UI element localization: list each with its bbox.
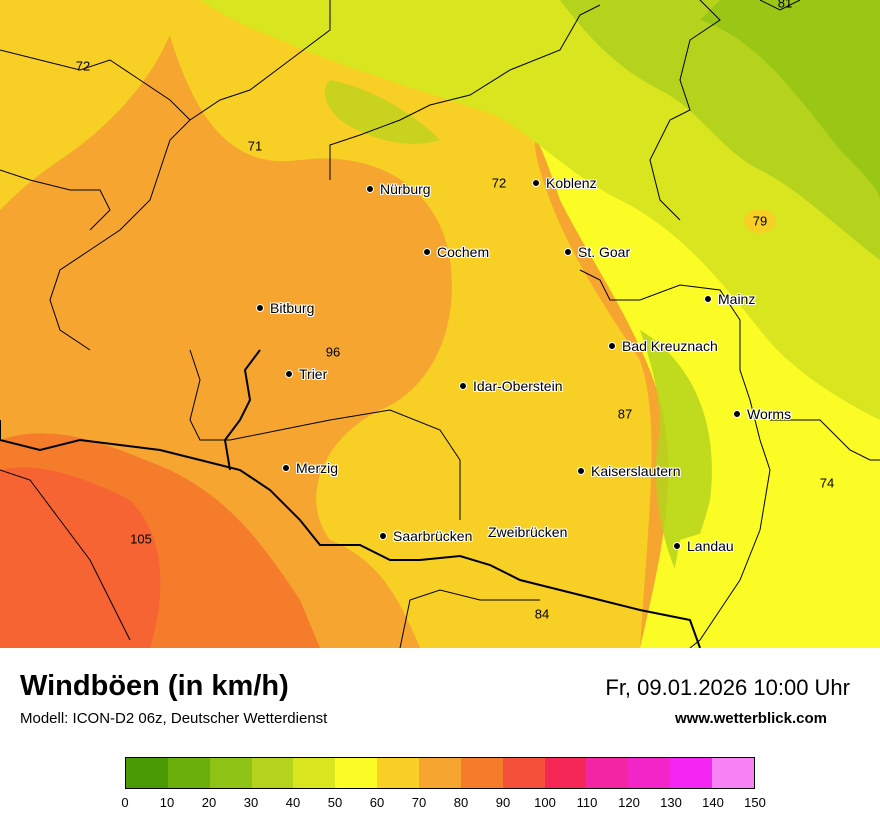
city-marker: Mainz: [704, 291, 755, 307]
value-label: 72: [491, 175, 507, 191]
city-dot-icon: [733, 410, 741, 418]
map-fields: [0, 0, 880, 648]
city-label: Kaiserslautern: [591, 463, 681, 479]
legend-tick-label: 40: [285, 795, 301, 810]
city-dot-icon: [459, 382, 467, 390]
map-title: Windböen (in km/h): [20, 670, 289, 702]
value-label: 105: [130, 531, 152, 547]
city-label: Landau: [687, 538, 734, 554]
city-label: Nürburg: [380, 181, 431, 197]
legend-swatch: [293, 758, 336, 788]
legend-tick-label: 90: [495, 795, 511, 810]
city-dot-icon: [577, 467, 585, 475]
legend-tick-label: 110: [576, 795, 598, 810]
city-label: Mainz: [718, 291, 756, 307]
legend-swatch: [126, 758, 168, 788]
city-dot-icon: [608, 342, 616, 350]
legend-tick-label: 60: [369, 795, 385, 810]
city-dot-icon: [673, 542, 681, 550]
website-label: www.wetterblick.com: [675, 710, 827, 727]
city-dot-icon: [532, 179, 540, 187]
city-dot-icon: [256, 304, 264, 312]
city-dot-icon: [564, 248, 572, 256]
legend-swatch: [586, 758, 629, 788]
legend-tick-label: 70: [411, 795, 427, 810]
city-label: Cochem: [437, 244, 490, 260]
city-marker: Worms: [733, 406, 791, 422]
city-marker: Koblenz: [532, 175, 597, 191]
legend-swatch: [335, 758, 378, 788]
legend-swatch: [628, 758, 671, 788]
legend-ticks: 0 10 20 30 40 50 60 70 80 90 100 110 120 130 140 150: [121, 795, 765, 815]
city-label: Bitburg: [270, 300, 315, 316]
city-label: Merzig: [296, 460, 339, 476]
legend-swatch: [670, 758, 713, 788]
city-label: Idar-Oberstein: [473, 378, 563, 394]
legend-tick-label: 100: [534, 795, 556, 810]
legend-tick-label: 140: [702, 795, 724, 810]
value-label: 72: [75, 58, 91, 74]
legend-swatch: [419, 758, 461, 788]
value-label: 79: [752, 213, 768, 229]
city-marker: Cochem: [423, 244, 489, 260]
city-dot-icon: [704, 295, 712, 303]
city-dot-icon: [379, 532, 387, 540]
legend-tick-label: 30: [243, 795, 259, 810]
city-label: Bad Kreuznach: [622, 338, 718, 354]
legend-tick-label: 130: [660, 795, 682, 810]
city-marker: Nürburg: [366, 181, 431, 197]
legend-swatch: [544, 758, 587, 788]
city-dot-icon: [366, 185, 374, 193]
legend-tick-label: 120: [618, 795, 640, 810]
city-label-only: Zweibrücken: [488, 524, 567, 540]
city-label: Koblenz: [546, 175, 597, 191]
wind-gust-map: Nürburg Koblenz Cochem St. Goar Mainz Bi…: [0, 0, 880, 648]
city-dot-icon: [285, 370, 293, 378]
city-label: Saarbrücken: [393, 528, 473, 544]
forecast-date: Fr, 09.01.2026 10:00 Uhr: [605, 675, 850, 700]
value-label: 71: [247, 138, 263, 154]
city-marker: Bad Kreuznach: [608, 338, 718, 354]
legend-tick-label: 150: [744, 795, 766, 810]
legend-swatch: [502, 758, 545, 788]
city-dot-icon: [423, 248, 431, 256]
value-label: 87: [617, 406, 633, 422]
city-dot-icon: [282, 464, 290, 472]
value-label: 84: [534, 606, 550, 622]
city-marker: Idar-Oberstein: [459, 378, 562, 394]
legend-tick-label: 80: [453, 795, 469, 810]
city-marker: Kaiserslautern: [577, 463, 681, 479]
legend-swatch: [377, 758, 420, 788]
legend-tick-label: 0: [121, 795, 129, 810]
city-label: St. Goar: [578, 244, 631, 260]
city-marker: Merzig: [282, 460, 338, 476]
legend-swatch: [712, 758, 754, 788]
city-marker: St. Goar: [564, 244, 630, 260]
value-label: 96: [325, 344, 341, 360]
value-label: 81: [777, 0, 793, 11]
city-marker: Trier: [285, 366, 327, 382]
city-marker: Landau: [673, 538, 734, 554]
legend-swatch: [167, 758, 210, 788]
model-info: Modell: ICON-D2 06z, Deutscher Wetterdie…: [20, 710, 328, 727]
city-label: Zweibrücken: [488, 524, 568, 540]
legend-tick-label: 10: [159, 795, 175, 810]
color-legend: [125, 757, 755, 789]
legend-swatch: [209, 758, 252, 788]
legend-swatch: [251, 758, 294, 788]
city-marker: Bitburg: [256, 300, 314, 316]
legend-swatch: [460, 758, 503, 788]
city-label: Trier: [299, 366, 328, 382]
legend-tick-label: 20: [201, 795, 217, 810]
city-marker: Saarbrücken: [379, 528, 472, 544]
legend-tick-label: 50: [327, 795, 343, 810]
city-label: Worms: [747, 406, 792, 422]
value-label: 74: [819, 475, 835, 491]
